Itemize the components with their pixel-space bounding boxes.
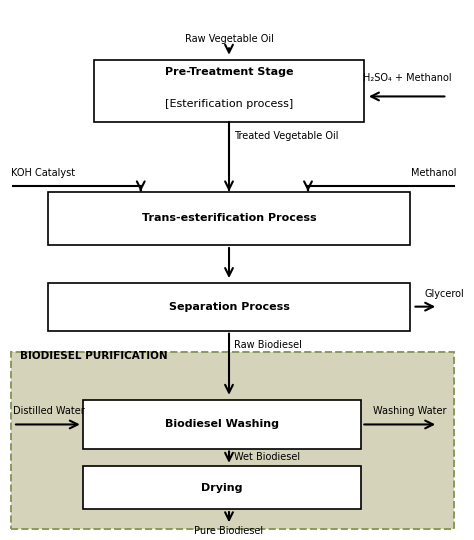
Text: Raw Biodiesel: Raw Biodiesel: [234, 340, 301, 350]
FancyBboxPatch shape: [94, 60, 364, 122]
Text: [Esterification process]: [Esterification process]: [165, 99, 293, 110]
FancyBboxPatch shape: [82, 466, 361, 509]
Text: Distilled Water: Distilled Water: [13, 406, 85, 416]
FancyBboxPatch shape: [11, 352, 454, 529]
Text: Trans-esterification Process: Trans-esterification Process: [142, 213, 316, 223]
Text: KOH Catalyst: KOH Catalyst: [11, 167, 75, 178]
Text: H₂SO₄ + Methanol: H₂SO₄ + Methanol: [364, 73, 452, 83]
Text: Biodiesel Washing: Biodiesel Washing: [165, 420, 279, 429]
Text: Washing Water: Washing Water: [373, 406, 447, 416]
FancyBboxPatch shape: [48, 282, 410, 330]
Text: Pure Biodiesel: Pure Biodiesel: [194, 526, 264, 536]
FancyBboxPatch shape: [82, 400, 361, 449]
Text: Pre-Treatment Stage: Pre-Treatment Stage: [165, 68, 293, 77]
Text: Treated Vegetable Oil: Treated Vegetable Oil: [234, 131, 338, 141]
Text: Methanol: Methanol: [411, 167, 456, 178]
Text: Wet Biodiesel: Wet Biodiesel: [234, 453, 300, 462]
Text: BIODIESEL PURIFICATION: BIODIESEL PURIFICATION: [20, 352, 168, 361]
FancyBboxPatch shape: [48, 192, 410, 245]
Text: Glycerol: Glycerol: [424, 288, 464, 299]
Text: Raw Vegetable Oil: Raw Vegetable Oil: [184, 34, 273, 44]
Text: Drying: Drying: [201, 483, 243, 492]
Text: Separation Process: Separation Process: [169, 302, 290, 312]
